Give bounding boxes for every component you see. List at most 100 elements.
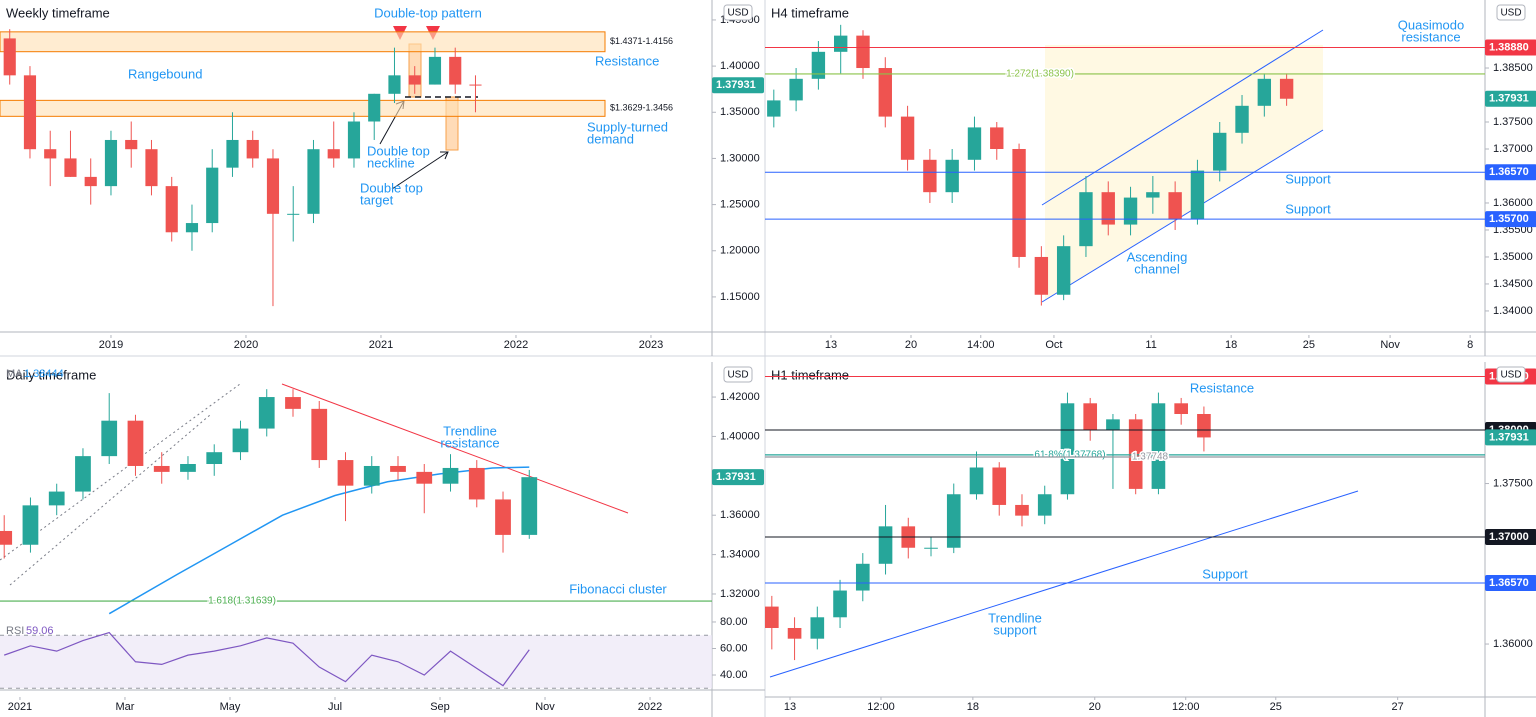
last-price-badge — [712, 469, 764, 486]
annotation: Resistance — [595, 53, 659, 68]
candle-body — [287, 213, 300, 215]
candle-body — [22, 505, 39, 545]
candle-body — [789, 78, 803, 101]
currency-box — [1496, 366, 1526, 383]
y-tick-label: 1.40000 — [720, 60, 760, 72]
last-price-label: 1.37931 — [1489, 93, 1529, 105]
chart-title: H4 timeframe — [771, 5, 849, 20]
price-badge — [1485, 39, 1536, 56]
candle-body — [226, 139, 239, 168]
annotation: Quasimodo — [1398, 17, 1464, 32]
candle-body — [469, 84, 482, 86]
x-tick-label: 13 — [784, 701, 796, 713]
candle-body — [165, 186, 178, 233]
trendline — [769, 490, 1359, 678]
x-tick-label: Nov — [535, 701, 555, 713]
candle-body — [3, 38, 16, 76]
candle-body — [180, 464, 196, 472]
candle-body — [1123, 197, 1138, 225]
candle-body — [44, 149, 57, 159]
ma-value: 1.38444 — [24, 368, 64, 380]
candle-body — [945, 159, 959, 193]
candle-body — [206, 167, 219, 224]
annotation: Trendline — [443, 423, 497, 438]
candle-body — [1083, 403, 1098, 431]
x-tick-label: 13 — [825, 339, 837, 351]
candle-body — [811, 51, 826, 79]
x-tick-label: Nov — [1380, 339, 1400, 351]
candle-body — [0, 530, 13, 545]
x-tick-label: Oct — [1045, 339, 1062, 351]
price-badge-label: 1.37000 — [1489, 531, 1529, 543]
x-tick-label: 2022 — [504, 339, 528, 351]
ma-name: MA — [6, 368, 23, 380]
candle-body — [442, 467, 459, 484]
candle-body — [285, 397, 301, 409]
candle-body — [1012, 148, 1026, 257]
last-price-badge — [1485, 90, 1536, 107]
candle-body — [787, 627, 802, 639]
candle-body — [1151, 403, 1166, 489]
level-label: 1.272(1.38390) — [1006, 69, 1074, 80]
candle-body — [495, 499, 511, 535]
x-tick-label: 8 — [1467, 339, 1473, 351]
x-tick-label: 2021 — [8, 701, 32, 713]
candle-body — [878, 526, 893, 564]
candle-body — [388, 75, 401, 94]
currency: USD — [1500, 370, 1521, 381]
trendline — [281, 383, 629, 514]
candle-body — [127, 420, 144, 466]
rsi-value: 59.06 — [26, 625, 54, 637]
candle-body — [992, 467, 1007, 505]
x-tick-label: 18 — [1225, 339, 1237, 351]
annotation: Fibonacci cluster — [569, 581, 667, 596]
y-tick-label: 1.25000 — [720, 198, 760, 210]
y-tick-label: 1.30000 — [720, 152, 760, 164]
rsi-tick-label: 40.00 — [720, 669, 748, 681]
y-tick-label: 1.40000 — [720, 430, 760, 442]
annotation: channel — [1134, 261, 1180, 276]
annotation: Trendline — [988, 610, 1042, 625]
price-badge — [1485, 575, 1536, 592]
candle-body — [363, 465, 380, 486]
channel-line — [9, 414, 211, 586]
candle-body — [1174, 403, 1188, 414]
candle-body — [946, 494, 961, 548]
chart-title: Daily timeframe — [6, 367, 96, 382]
x-tick-label: Sep — [430, 701, 450, 713]
x-tick-label: 12:00 — [1172, 701, 1200, 713]
candle-body — [1168, 192, 1182, 220]
y-tick-label: 1.32000 — [720, 588, 760, 600]
candle-body — [833, 590, 847, 618]
candle-body — [266, 158, 280, 214]
x-tick-label: 12:00 — [867, 701, 895, 713]
candle-body — [1101, 192, 1115, 225]
annotation: Resistance — [1190, 380, 1254, 395]
candle-body — [307, 149, 320, 214]
candle-body — [246, 139, 259, 159]
pointer-arrow — [391, 151, 449, 190]
candle-body — [1015, 504, 1029, 516]
y-tick-label: 1.37500 — [1493, 116, 1533, 128]
annotation: Double top — [360, 180, 423, 195]
currency-box — [1496, 4, 1526, 21]
level-label: 61.8%(1.37768) — [1034, 450, 1105, 461]
candle-body — [408, 75, 421, 85]
annotation: Ascending — [1127, 249, 1188, 264]
candle-body — [1235, 105, 1249, 133]
currency-box — [723, 4, 753, 21]
candle-body — [900, 116, 915, 160]
currency: USD — [727, 8, 748, 19]
candle-body — [923, 159, 937, 193]
candle-body — [145, 149, 158, 187]
candle-body — [969, 467, 984, 495]
candle-body — [337, 460, 354, 486]
candle-body — [1190, 170, 1205, 220]
x-tick-label: Mar — [115, 701, 134, 713]
candle-body — [1146, 192, 1160, 198]
channel-line — [1041, 29, 1324, 206]
y-tick-label: 1.36000 — [1493, 638, 1533, 650]
y-tick-label: 1.38500 — [1493, 62, 1533, 74]
candle-body — [1213, 132, 1227, 171]
candle-body — [1257, 78, 1272, 106]
